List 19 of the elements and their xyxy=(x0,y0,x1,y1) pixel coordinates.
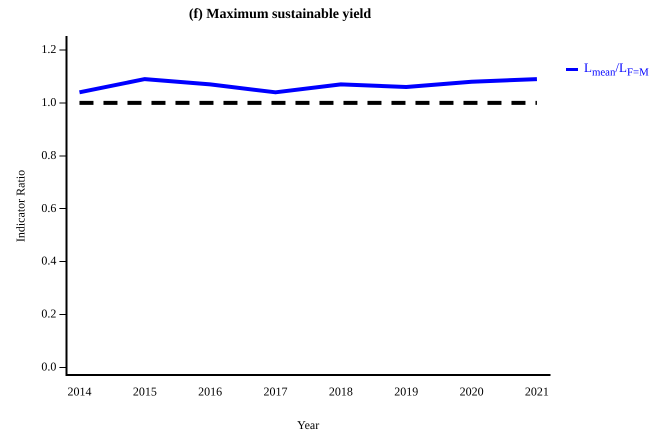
x-axis-title: Year xyxy=(297,418,320,432)
x-tick-label: 2017 xyxy=(264,384,288,399)
y-tick-label: 1.2 xyxy=(41,42,56,56)
x-tick-label: 2016 xyxy=(198,384,222,399)
y-tick-label: 1.0 xyxy=(41,95,56,110)
y-tick-label: 0.4 xyxy=(41,254,56,268)
y-tick-label: 0.0 xyxy=(41,359,56,374)
y-tick-label: 0.6 xyxy=(41,200,56,215)
x-tick-label: 2015 xyxy=(132,384,157,399)
x-tick-label: 2020 xyxy=(460,384,484,399)
y-tick-label: 0.2 xyxy=(41,306,56,321)
x-tick-label: 2018 xyxy=(328,384,353,399)
x-tick-label: 2019 xyxy=(394,384,418,399)
x-tick-label: 2021 xyxy=(524,384,549,399)
y-tick-label: 0.8 xyxy=(41,148,56,162)
chart-title: (f) Maximum sustainable yield xyxy=(188,7,372,22)
y-axis-title: Indicator Ratio xyxy=(13,170,28,242)
legend-label: L$_{mean}$/L$_{F=M}$ xyxy=(584,60,649,79)
x-tick-label: 2014 xyxy=(67,384,92,399)
